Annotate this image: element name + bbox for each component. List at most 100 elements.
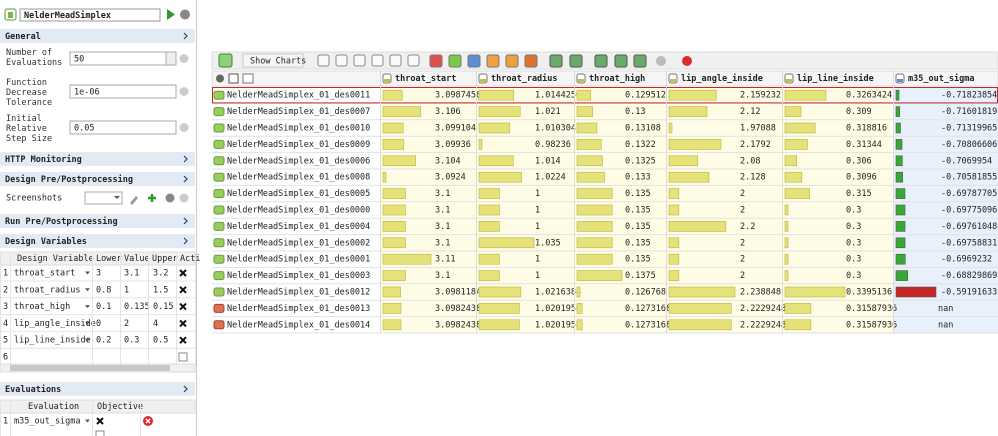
row-index: 5 [3,336,8,346]
section-header[interactable] [0,172,195,186]
section-header[interactable] [0,152,195,166]
scrollbar-thumb[interactable] [10,365,170,371]
section-header[interactable] [0,214,195,228]
row-name[interactable]: NelderMeadSimplex_01_des0001 [227,255,370,265]
value-bar [784,89,827,101]
cell-value: 1.0224 [535,173,566,183]
row-name[interactable]: NelderMeadSimplex_01_des0003 [227,271,370,281]
x-icon[interactable] [179,269,187,277]
run-button[interactable] [167,9,175,20]
help-icon[interactable] [179,193,189,203]
checkbox[interactable] [178,352,188,362]
x-icon[interactable] [179,302,187,311]
row-name[interactable]: NelderMeadSimplex_01_des0008 [227,173,370,183]
section-header[interactable] [0,29,195,43]
x-icon[interactable] [179,286,187,294]
algorithm-field[interactable] [19,8,161,22]
field-input[interactable] [69,84,177,99]
algorithm-icon-glyph [8,12,13,18]
value-bar [668,204,680,216]
toolbar-icon[interactable] [353,54,366,67]
dropdown-arrow[interactable] [85,419,90,423]
x-icon[interactable] [96,417,104,425]
x-icon[interactable] [179,319,187,328]
screenshots-dropdown[interactable] [84,191,123,205]
cell-value: -0.68829869 [941,271,997,281]
dropdown-arrow[interactable] [85,338,90,342]
show-charts-button[interactable] [242,53,304,68]
add-icon[interactable] [148,194,156,202]
toolbar-icon[interactable] [549,54,563,68]
spinner[interactable] [165,51,177,66]
row-name[interactable]: NelderMeadSimplex_01_des0000 [227,206,370,216]
help-icon[interactable] [179,123,189,132]
checkbox[interactable] [95,430,105,436]
cell: throat_start [14,269,75,279]
more-icon[interactable] [242,73,254,84]
dropdown-arrow[interactable] [85,321,90,325]
value-bar [576,319,583,331]
toolbar-icon[interactable] [448,54,462,68]
edit-icon[interactable] [130,196,138,205]
row-name[interactable]: NelderMeadSimplex_01_des0002 [227,238,370,248]
help-icon[interactable] [179,54,189,63]
value-bar [576,106,593,117]
toolbar-icon[interactable] [467,54,481,68]
toolbar-icon[interactable] [407,54,420,67]
row-name[interactable]: NelderMeadSimplex_01_des0004 [227,222,370,232]
row-name[interactable]: NelderMeadSimplex_01_des0005 [227,189,370,199]
field-input[interactable] [69,51,167,66]
cell: 0.2 [96,336,111,346]
toolbar-icon[interactable] [656,56,666,66]
settings-button[interactable] [180,9,190,20]
toolbar-icon[interactable] [429,54,443,68]
toolbar-icon[interactable] [389,54,402,67]
row-name[interactable]: NelderMeadSimplex_01_des0006 [227,156,370,166]
sum-icon[interactable] [228,73,239,84]
toolbar-icon[interactable] [505,54,519,68]
value-bar [784,155,797,167]
toolbar-icon[interactable] [594,54,608,68]
remove-glyph [145,418,151,424]
cell-value: 3.0924 [435,173,466,183]
screenshots-label: Screenshots [6,194,62,204]
settings-icon[interactable] [216,74,224,83]
config-icon[interactable] [165,193,175,203]
row-name[interactable]: NelderMeadSimplex_01_des0011 [227,91,370,101]
x-icon[interactable] [179,336,187,344]
stop-icon[interactable] [682,56,692,66]
toolbar-icon[interactable] [614,54,628,68]
value-bar [478,303,520,314]
help-icon[interactable] [179,87,189,96]
row-name[interactable]: NelderMeadSimplex_01_des0014 [227,320,370,330]
section-header[interactable] [0,382,195,396]
cell-value: 0.309 [846,107,872,117]
cell-value: nan [938,320,953,330]
section-header[interactable] [0,234,195,248]
toolbar-icon[interactable] [569,54,583,68]
toolbar-icon[interactable] [633,54,647,68]
dropdown-arrow[interactable] [85,271,90,275]
field-input[interactable] [69,120,177,135]
row-name[interactable]: NelderMeadSimplex_01_des0010 [227,124,370,134]
refresh-button[interactable] [218,53,233,68]
dropdown-arrow[interactable] [85,288,90,292]
row-name[interactable]: NelderMeadSimplex_01_des0013 [227,304,370,314]
row-name[interactable]: NelderMeadSimplex_01_des0012 [227,288,370,298]
table-header [0,399,196,414]
column-header: Upper [152,254,178,264]
cell-value: 0.129512 [625,91,666,101]
value-bar [784,204,789,216]
toolbar-icon[interactable] [524,54,538,68]
value-bar [895,221,906,232]
toolbar-icon[interactable] [335,54,348,67]
toolbar-icon[interactable] [317,54,330,67]
value-bar [784,237,789,249]
toolbar-icon[interactable] [371,54,384,67]
row-index: 1 [3,417,8,427]
row-name[interactable]: NelderMeadSimplex_01_des0009 [227,140,370,150]
dropdown-arrow[interactable] [85,305,90,309]
toolbar-icon[interactable] [486,54,500,68]
cell-value: 0.13108 [625,124,661,134]
row-name[interactable]: NelderMeadSimplex_01_des0007 [227,107,370,117]
